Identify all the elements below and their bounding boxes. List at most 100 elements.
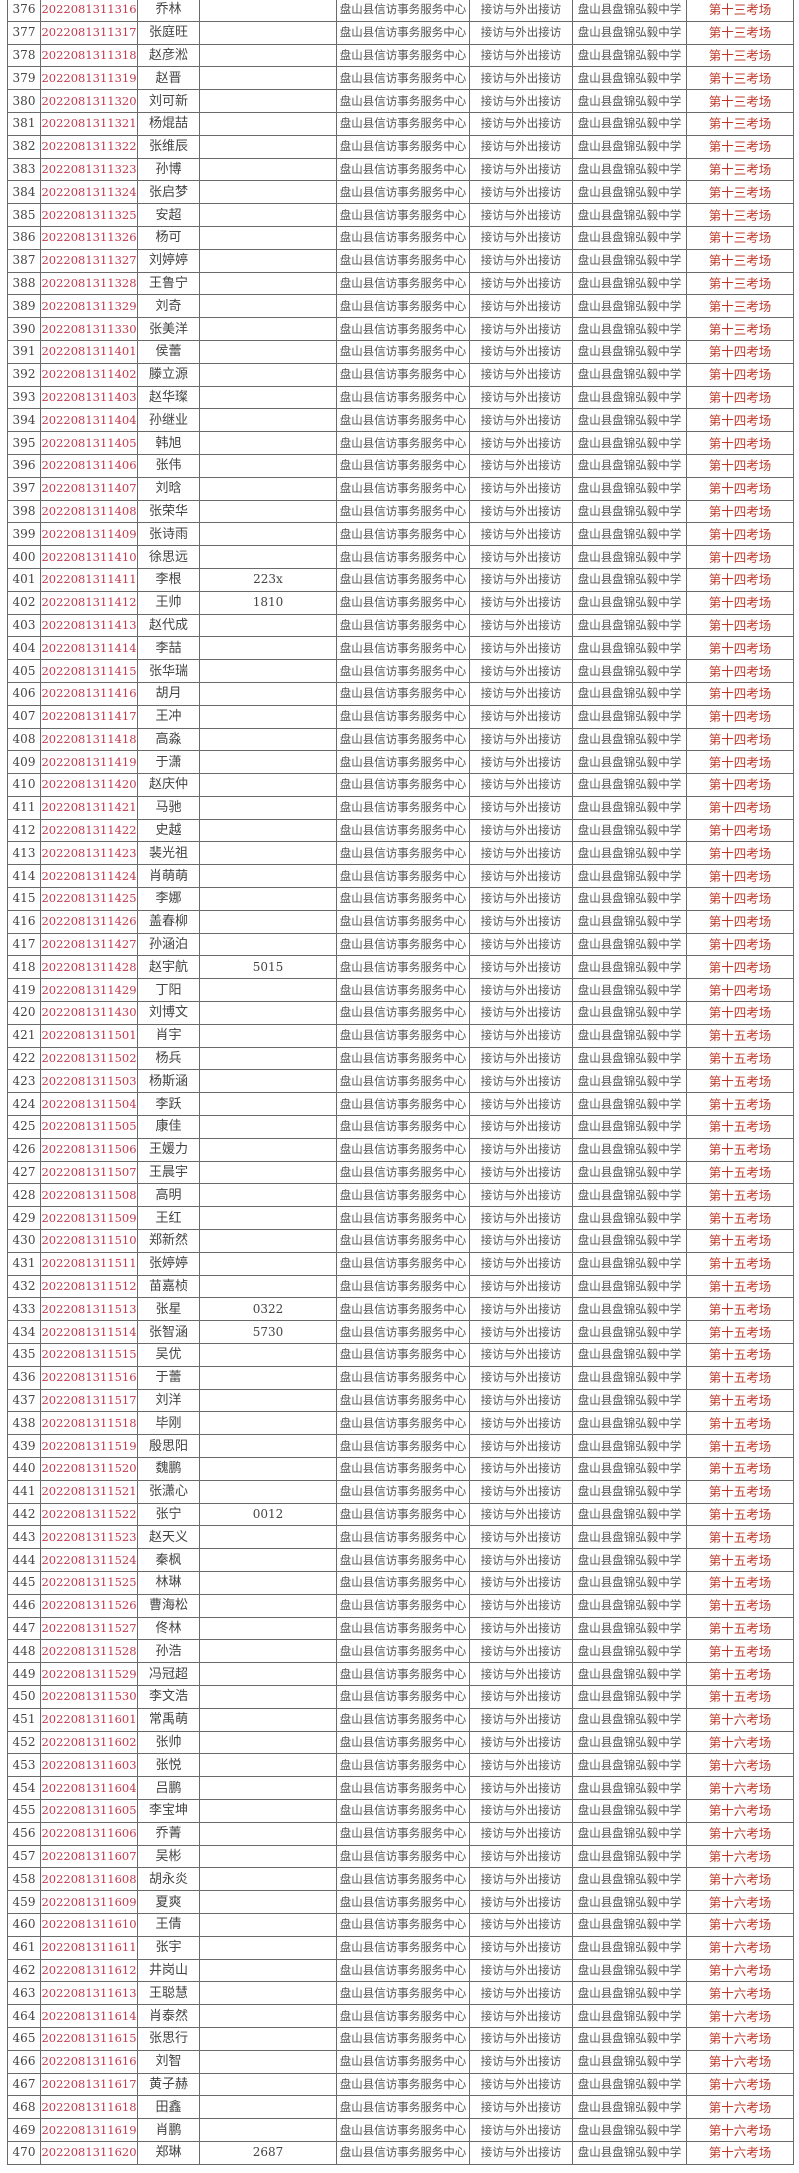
exam-id: 2022081311407 — [40, 476, 138, 501]
table-row: 440 2022081311520 魏鹏 盘山县信访事务服务中心 接访与外出接访 盘山县盘… — [7, 1457, 794, 1481]
exam-site: 盘山县盘锦弘毅中学 — [572, 1890, 687, 1914]
exam-id: 2022081311606 — [40, 1821, 138, 1846]
candidate-name: 孙涵泊 — [137, 932, 200, 957]
row-number: 377 — [7, 20, 41, 45]
employer-unit: 盘山县信访事务服务中心 — [336, 1981, 470, 2006]
exam-id: 2022081311508 — [40, 1183, 138, 1208]
exam-room: 第十六考场 — [686, 1776, 794, 1800]
employer-unit: 盘山县信访事务服务中心 — [336, 1662, 470, 1686]
position: 接访与外出接访 — [469, 1912, 573, 1937]
row-number: 440 — [7, 1457, 41, 1481]
employer-unit: 盘山县信访事务服务中心 — [336, 1867, 470, 1892]
row-number: 466 — [7, 2049, 41, 2074]
row-number: 395 — [7, 431, 41, 455]
id-fragment — [199, 2004, 337, 2028]
id-fragment — [199, 225, 337, 250]
candidate-name: 侯蕾 — [137, 339, 200, 364]
row-number: 446 — [7, 1593, 41, 1618]
position: 接访与外出接访 — [469, 1023, 573, 1048]
id-fragment — [199, 1092, 337, 1117]
table-row: 403 2022081311413 赵代成 盘山县信访事务服务中心 接访与外出接访 盘山县… — [7, 613, 794, 638]
candidate-name: 王聪慧 — [137, 1981, 200, 2006]
exam-id: 2022081311518 — [40, 1411, 138, 1436]
candidate-name: 殷思阳 — [137, 1434, 200, 1458]
exam-id: 2022081311330 — [40, 317, 138, 341]
position: 接访与外出接访 — [469, 1958, 573, 1983]
table-row: 427 2022081311507 王晨宇 盘山县信访事务服务中心 接访与外出接访 盘山县… — [7, 1160, 794, 1185]
exam-site: 盘山县盘锦弘毅中学 — [572, 294, 687, 319]
position: 接访与外出接访 — [469, 1707, 573, 1732]
exam-id: 2022081311507 — [40, 1160, 138, 1185]
position: 接访与外出接访 — [469, 1730, 573, 1755]
table-row: 458 2022081311608 胡永炎 盘山县信访事务服务中心 接访与外出接访 盘山县… — [7, 1867, 794, 1892]
row-number: 389 — [7, 294, 41, 319]
table-row: 418 2022081311428 赵宇航 5015 盘山县信访事务服务中心 接访与外出接… — [7, 955, 794, 980]
exam-room: 第十三考场 — [686, 203, 794, 227]
employer-unit: 盘山县信访事务服务中心 — [336, 1046, 470, 1071]
position: 接访与外出接访 — [469, 1798, 573, 1823]
exam-room: 第十五考场 — [686, 1092, 794, 1117]
exam-id: 2022081311327 — [40, 248, 138, 273]
exam-site: 盘山县盘锦弘毅中学 — [572, 1593, 687, 1618]
table-row: 450 2022081311530 李文浩 盘山县信访事务服务中心 接访与外出接访 盘山县… — [7, 1684, 794, 1709]
table-row: 399 2022081311409 张诗雨 盘山县信访事务服务中心 接访与外出接访 盘山县… — [7, 522, 794, 547]
candidate-name: 吴彬 — [137, 1844, 200, 1869]
table-row: 411 2022081311421 马驰 盘山县信访事务服务中心 接访与外出接访 盘山县盘… — [7, 795, 794, 820]
id-fragment — [199, 476, 337, 501]
table-row: 393 2022081311403 赵华璨 盘山县信访事务服务中心 接访与外出接访 盘山县… — [7, 385, 794, 410]
exam-site: 盘山县盘锦弘毅中学 — [572, 1662, 687, 1686]
employer-unit: 盘山县信访事务服务中心 — [336, 1160, 470, 1185]
id-fragment — [199, 43, 337, 68]
exam-room: 第十五考场 — [686, 1388, 794, 1413]
id-fragment — [199, 1616, 337, 1641]
employer-unit: 盘山县信访事务服务中心 — [336, 43, 470, 68]
table-row: 404 2022081311414 李喆 盘山县信访事务服务中心 接访与外出接访 盘山县盘… — [7, 636, 794, 661]
position: 接访与外出接访 — [469, 1001, 573, 1025]
exam-site: 盘山县盘锦弘毅中学 — [572, 545, 687, 569]
table-row: 380 2022081311320 刘可新 盘山县信访事务服务中心 接访与外出接访 盘山县… — [7, 89, 794, 113]
id-fragment — [199, 681, 337, 706]
exam-id: 2022081311501 — [40, 1023, 138, 1048]
row-number: 394 — [7, 408, 41, 433]
position: 接访与外出接访 — [469, 1684, 573, 1709]
table-row: 464 2022081311614 肖泰然 盘山县信访事务服务中心 接访与外出接访 盘山县… — [7, 2004, 794, 2028]
candidate-name: 张宁 — [137, 1502, 200, 1527]
exam-site: 盘山县盘锦弘毅中学 — [572, 636, 687, 661]
row-number: 414 — [7, 864, 41, 889]
row-number: 416 — [7, 909, 41, 934]
table-row: 412 2022081311422 史越 盘山县信访事务服务中心 接访与外出接访 盘山县盘… — [7, 818, 794, 843]
exam-id: 2022081311417 — [40, 704, 138, 729]
employer-unit: 盘山县信访事务服务中心 — [336, 1069, 470, 1094]
row-number: 451 — [7, 1707, 41, 1732]
exam-room: 第十五考场 — [686, 1479, 794, 1504]
table-row: 410 2022081311420 赵庆仲 盘山县信访事务服务中心 接访与外出接访 盘山县… — [7, 773, 794, 797]
position: 接访与外出接访 — [469, 408, 573, 433]
candidate-name: 刘奇 — [137, 294, 200, 319]
employer-unit: 盘山县信访事务服务中心 — [336, 1753, 470, 1778]
position: 接访与外出接访 — [469, 317, 573, 341]
employer-unit: 盘山县信访事务服务中心 — [336, 1912, 470, 1937]
exam-room: 第十四考场 — [686, 932, 794, 957]
position: 接访与外出接访 — [469, 362, 573, 387]
exam-site: 盘山县盘锦弘毅中学 — [572, 1707, 687, 1732]
position: 接访与外出接访 — [469, 1502, 573, 1527]
candidate-name: 魏鹏 — [137, 1457, 200, 1481]
exam-site: 盘山县盘锦弘毅中学 — [572, 750, 687, 775]
employer-unit: 盘山县信访事务服务中心 — [336, 545, 470, 569]
exam-id: 2022081311324 — [40, 180, 138, 205]
row-number: 410 — [7, 773, 41, 797]
employer-unit: 盘山县信访事务服务中心 — [336, 248, 470, 273]
exam-id: 2022081311520 — [40, 1457, 138, 1481]
row-number: 427 — [7, 1160, 41, 1185]
exam-id: 2022081311426 — [40, 909, 138, 934]
exam-room: 第十四考场 — [686, 499, 794, 524]
employer-unit: 盘山县信访事务服务中心 — [336, 613, 470, 638]
table-row: 455 2022081311605 李宝坤 盘山县信访事务服务中心 接访与外出接访 盘山县… — [7, 1798, 794, 1823]
employer-unit: 盘山县信访事务服务中心 — [336, 1092, 470, 1117]
candidate-name: 张智涵 — [137, 1320, 200, 1345]
position: 接访与外出接访 — [469, 1890, 573, 1914]
id-fragment — [199, 1343, 337, 1367]
exam-room: 第十五考场 — [686, 1593, 794, 1618]
candidate-name: 李喆 — [137, 636, 200, 661]
table-row: 408 2022081311418 高淼 盘山县信访事务服务中心 接访与外出接访 盘山县盘… — [7, 727, 794, 752]
